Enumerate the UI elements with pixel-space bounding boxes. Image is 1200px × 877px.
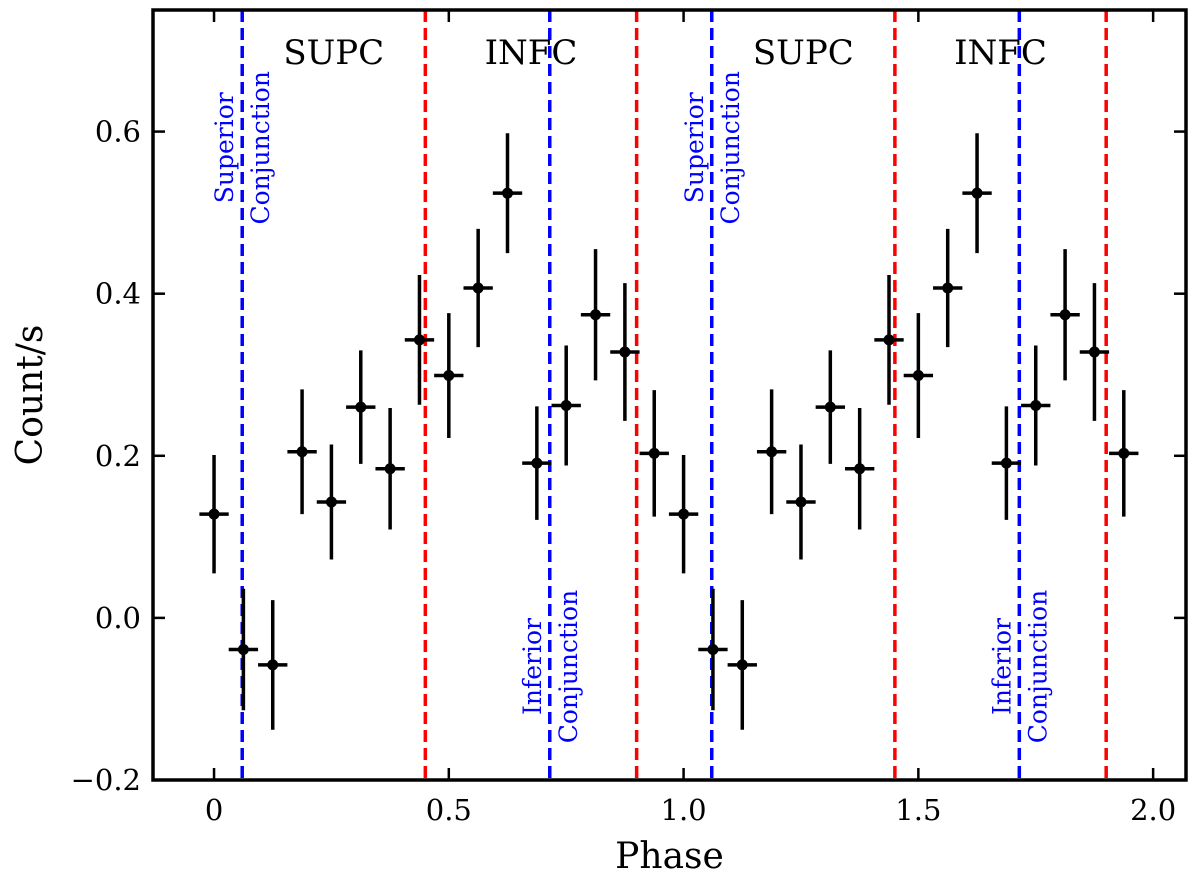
y-tick-label-4: 0.6 xyxy=(95,115,141,149)
y-tick-label-3: 0.4 xyxy=(95,277,141,311)
x-tick-label-1: 0.5 xyxy=(426,793,472,827)
data-point-12 xyxy=(560,400,572,412)
data-point-15 xyxy=(648,447,660,459)
y-tick-label-2: 0.2 xyxy=(95,439,141,473)
data-point-6 xyxy=(384,463,396,475)
conjunction-annotation-0: Superior Conjunction xyxy=(210,71,275,224)
conjunction-label-line2-0: Conjunction xyxy=(246,71,275,224)
data-point-7 xyxy=(413,334,425,346)
conjunction-annotation-2: Superior Conjunction xyxy=(680,71,745,224)
conjunction-label-line2-2: Conjunction xyxy=(716,71,745,224)
y-axis-label: Count/s xyxy=(10,325,51,466)
data-point-0 xyxy=(208,508,220,520)
x-tick-label-3: 1.5 xyxy=(895,793,941,827)
x-tick-label-4: 2.0 xyxy=(1130,793,1176,827)
region-label-0: SUPC xyxy=(283,33,384,73)
y-tick-label-0: −0.2 xyxy=(71,763,141,797)
x-axis-ticks: 0 0.5 1.0 1.5 2.0 xyxy=(205,10,1176,827)
x-tick-label-2: 1.0 xyxy=(661,793,707,827)
data-point-10 xyxy=(502,187,514,199)
x-tick-label-0: 0 xyxy=(205,793,223,827)
data-point-16 xyxy=(678,508,690,520)
data-point-20 xyxy=(795,496,807,508)
region-label-3: INFC xyxy=(954,33,1047,73)
conjunction-label-line2-3: Conjunction xyxy=(1023,590,1052,743)
data-point-1 xyxy=(237,644,249,656)
data-point-14 xyxy=(619,346,631,358)
plot-frame xyxy=(151,8,1188,782)
data-point-8 xyxy=(443,370,455,382)
conjunction-label-line1-3: Inferior xyxy=(987,618,1016,715)
data-point-9 xyxy=(472,282,484,294)
data-point-3 xyxy=(296,446,308,458)
data-points xyxy=(208,187,1130,671)
data-point-28 xyxy=(1030,400,1042,412)
conjunction-label-line2-1: Conjunction xyxy=(554,590,583,743)
conjunction-label-line1-2: Superior xyxy=(680,92,709,203)
phase-marker-lines xyxy=(240,10,1108,780)
data-point-4 xyxy=(325,496,337,508)
data-point-17 xyxy=(707,644,719,656)
region-labels: SUPC INFC SUPC INFC xyxy=(283,33,1047,73)
data-point-21 xyxy=(824,401,836,413)
data-point-5 xyxy=(355,401,367,413)
data-point-22 xyxy=(854,463,866,475)
data-point-27 xyxy=(1000,457,1012,469)
data-point-29 xyxy=(1059,309,1071,321)
conjunction-annotation-3: Inferior Conjunction xyxy=(987,590,1052,743)
data-point-30 xyxy=(1088,346,1100,358)
axes: 0 0.5 1.0 1.5 2.0 −0.2 0.0 0.2 0.4 0.6 Phase Cou… xyxy=(10,8,1188,877)
conjunction-annotation-1: Inferior Conjunction xyxy=(518,590,583,743)
data-point-2 xyxy=(267,659,279,671)
data-point-13 xyxy=(590,309,602,321)
data-point-25 xyxy=(942,282,954,294)
conjunction-label-line1-1: Inferior xyxy=(518,618,547,715)
data-point-23 xyxy=(883,334,895,346)
data-point-26 xyxy=(971,187,983,199)
data-point-19 xyxy=(766,446,778,458)
y-axis-ticks: −0.2 0.0 0.2 0.4 0.6 xyxy=(71,115,1186,797)
data-point-31 xyxy=(1118,447,1130,459)
x-axis-label: Phase xyxy=(615,836,724,877)
conjunction-label-line1-0: Superior xyxy=(210,92,239,203)
y-tick-label-1: 0.0 xyxy=(95,601,141,635)
region-label-2: SUPC xyxy=(753,33,854,73)
data-point-11 xyxy=(531,457,543,469)
data-point-18 xyxy=(736,659,748,671)
data-point-24 xyxy=(912,370,924,382)
region-label-1: INFC xyxy=(485,33,578,73)
